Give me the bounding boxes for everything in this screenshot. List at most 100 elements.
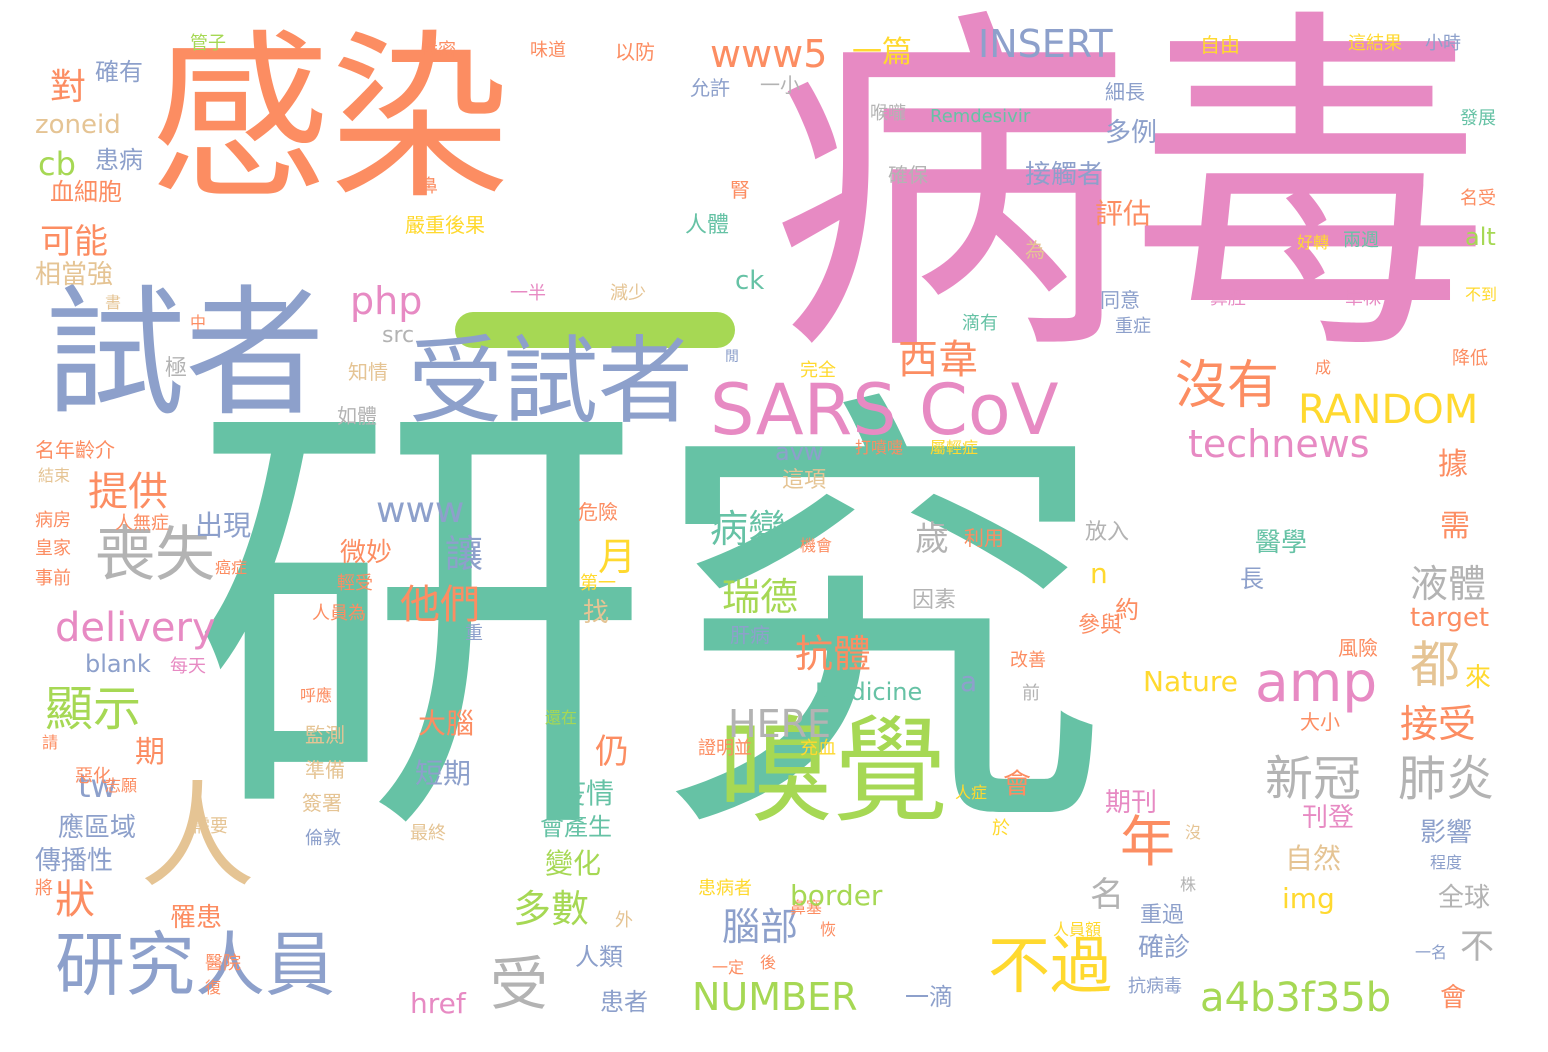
word-76: 喉嚨 (870, 103, 906, 124)
word-68: 以防 (615, 40, 655, 64)
word-52: 應區域 (58, 813, 137, 843)
word-111: 打噴嚏 (855, 438, 904, 457)
word-160: 刊登 (1302, 803, 1355, 833)
word-10: a4b3f35b (1200, 975, 1392, 1021)
word-3: 試者 (45, 273, 326, 436)
word-35: 病變 (710, 507, 787, 551)
word-171: 名 (1090, 875, 1124, 915)
word-191: 據 (1438, 447, 1468, 482)
word-172: 重過 (1140, 903, 1185, 928)
word-38: 讓 (445, 532, 484, 576)
word-101: 不到 (1465, 285, 1498, 304)
word-196: a (960, 665, 978, 698)
word-18: 新冠 (1265, 751, 1362, 807)
word-150: 簽署 (302, 791, 342, 815)
word-133: 重 (465, 623, 483, 644)
word-142: 請 (42, 733, 59, 752)
word-37: 月 (598, 535, 637, 579)
word-115: 結束 (38, 466, 71, 485)
word-16: RANDOM (1298, 387, 1479, 433)
word-46: 會產生 (540, 813, 612, 841)
word-154: 人症 (955, 783, 988, 802)
word-118: 皇家 (35, 538, 71, 559)
word-103: 完全 (800, 360, 836, 381)
word-86: alt (1465, 223, 1496, 251)
word-149: 準備 (305, 758, 345, 782)
word-185: 一名 (1415, 943, 1448, 962)
word-84: 嚴重後果 (405, 213, 485, 237)
word-156: 倫敦 (305, 828, 341, 849)
word-67: 味道 (530, 40, 566, 61)
word-187: 會 (1440, 983, 1467, 1013)
word-1: 病毒 (770, 0, 1490, 399)
word-148: 充血 (800, 738, 836, 759)
word-28: 狀 (55, 877, 95, 923)
word-174: 恢 (820, 920, 837, 939)
word-60: cb (38, 145, 76, 183)
word-40: HERE (728, 702, 831, 746)
word-141: 還在 (545, 708, 578, 727)
word-194: n (1090, 557, 1108, 590)
word-14: 人 (140, 770, 256, 904)
word-167: 株 (1180, 875, 1197, 894)
word-169: border (790, 879, 883, 912)
word-105: 極 (165, 356, 188, 381)
word-26: 顯示 (45, 681, 142, 737)
word-158: 於 (992, 818, 1010, 839)
word-175: 人員額 (1053, 920, 1102, 939)
word-97: 兩週 (1343, 230, 1379, 251)
word-33: 瑞德 (722, 575, 799, 619)
word-80: 評估 (1095, 197, 1152, 230)
word-42: 多數 (513, 887, 590, 931)
word-24: 一篇 (852, 35, 912, 70)
word-139: 每天 (170, 656, 206, 677)
word-5: 嗅覺 (718, 705, 949, 839)
word-176: 醫院 (205, 953, 241, 974)
word-2: 感染 (150, 15, 511, 224)
word-138: 來 (1465, 663, 1492, 693)
word-168: 外 (615, 910, 633, 931)
word-159: 期刊 (1105, 788, 1158, 818)
word-166: 患病者 (698, 878, 752, 899)
word-39: www (376, 490, 465, 531)
word-182: 一滴 (905, 983, 953, 1011)
word-120: 危險 (578, 500, 618, 524)
word-144: 志願 (105, 776, 138, 795)
word-13: 年 (1120, 810, 1176, 874)
word-157: 鼻塞 (790, 898, 823, 917)
word-21: php (350, 279, 423, 323)
word-123: 癌症 (215, 558, 248, 577)
word-98: 好轉 (1297, 233, 1330, 252)
word-117: 人無症 (115, 513, 169, 534)
word-189: 醫學 (1255, 528, 1308, 558)
word-112: 屬輕症 (930, 438, 979, 457)
word-179: 後 (760, 953, 777, 972)
word-66: 嚴密 (420, 40, 456, 61)
word-62: 患病 (95, 146, 143, 174)
word-183: href (410, 987, 466, 1020)
word-137: Nature (1143, 665, 1238, 698)
word-96: 單株 (1345, 288, 1381, 309)
word-161: 自然 (1285, 842, 1342, 875)
word-99: 名受 (1460, 188, 1496, 209)
word-130: 肝病 (730, 623, 770, 647)
word-47: 大腦 (418, 707, 475, 740)
word-65: 管子 (190, 33, 226, 54)
word-81: 確保 (888, 163, 928, 187)
word-27: 提供 (88, 469, 168, 515)
word-61: zoneid (35, 110, 121, 140)
word-132: 約 (1115, 596, 1139, 624)
word-122: 機會 (800, 536, 833, 555)
word-102: 成 (1315, 358, 1332, 377)
word-15: 沒有 (1175, 356, 1280, 416)
word-135: 改善 (1010, 650, 1046, 671)
word-71: Remdesivir (930, 106, 1031, 127)
word-116: 病房 (35, 510, 71, 531)
word-94: 重症 (1115, 316, 1151, 337)
word-31: 接受 (1400, 702, 1477, 746)
word-125: 第一 (580, 573, 616, 594)
word-109: 如體 (337, 404, 377, 428)
word-100: 降低 (1452, 348, 1488, 369)
word-88: 為 (1025, 238, 1045, 262)
